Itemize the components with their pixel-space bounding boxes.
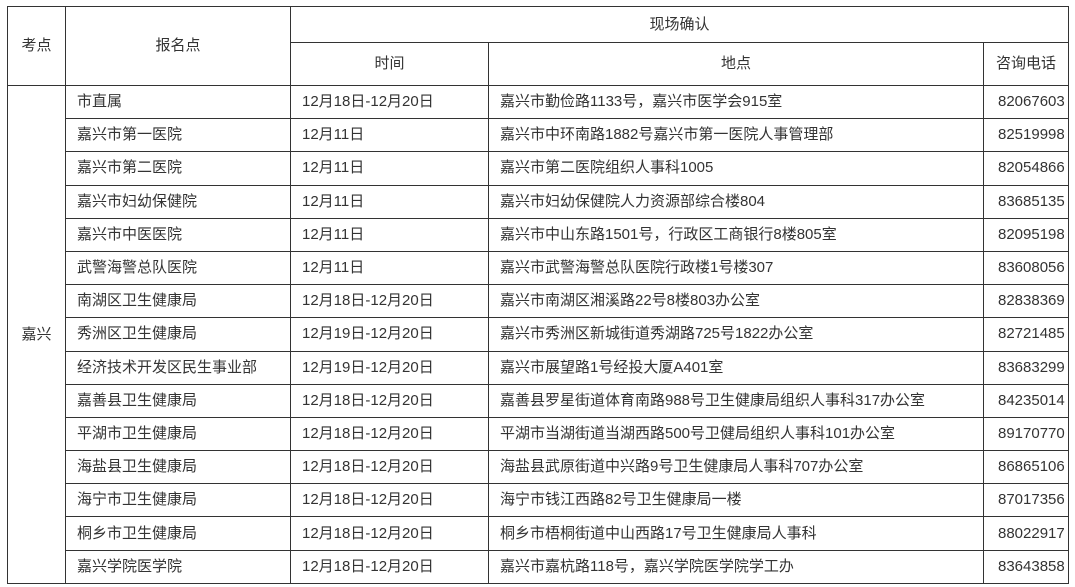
time-cell: 12月18日-12月20日 [290, 516, 489, 551]
reg-point-cell: 海宁市卫生健康局 [65, 483, 291, 518]
table-header: 考点 报名点 现场确认 时间 地点 咨询电话 [7, 6, 1070, 86]
time-cell: 12月18日-12月20日 [290, 483, 489, 518]
time-cell: 12月19日-12月20日 [290, 317, 489, 352]
header-time: 时间 [290, 42, 489, 86]
phone-cell: 83683299 [982, 350, 1070, 385]
phone-cell: 86865106 [982, 450, 1070, 485]
time-cell: 12月11日 [290, 217, 489, 252]
phone-cell: 83643858 [982, 549, 1070, 585]
phone-cell: 87017356 [982, 483, 1070, 518]
time-cell: 12月11日 [290, 151, 489, 186]
phone-cell: 82721485 [982, 317, 1070, 352]
phone-cell: 82067603 [982, 84, 1070, 120]
reg-point-cell: 嘉兴市第一医院 [65, 118, 291, 153]
reg-point-cell: 秀洲区卫生健康局 [65, 317, 291, 352]
reg-point-cell: 南湖区卫生健康局 [65, 284, 291, 319]
time-cell: 12月18日-12月20日 [290, 383, 489, 418]
reg-point-cell: 嘉兴市中医医院 [65, 217, 291, 252]
table-row: 嘉兴 市直属 12月18日-12月20日 嘉兴市勤俭路1133号，嘉兴市医学会915室… [7, 84, 1070, 584]
header-phone: 咨询电话 [982, 42, 1070, 86]
reg-point-cell: 平湖市卫生健康局 [65, 416, 291, 452]
location-cell: 嘉善县罗星街道体育南路988号卫生健康局组织人事科317办公室 [488, 383, 984, 418]
reg-point-cell: 经济技术开发区民生事业部 [65, 350, 291, 385]
table-row: 嘉兴学院医学院 12月18日-12月20日 嘉兴市嘉杭路118号，嘉兴学院医学院学工… [8, 549, 1070, 585]
reg-point-cell: 嘉兴学院医学院 [65, 549, 291, 585]
table-row: 嘉兴市中医医院 12月11日 嘉兴市中山东路1501号，行政区工商银行8楼805室 8… [8, 217, 1070, 252]
table-row: 桐乡市卫生健康局 12月18日-12月20日 桐乡市梧桐街道中山西路17号卫生健康局… [8, 516, 1070, 551]
time-cell: 12月18日-12月20日 [290, 450, 489, 485]
table-row: 海盐县卫生健康局 12月18日-12月20日 海盐县武原街道中兴路9号卫生健康局人事… [8, 450, 1070, 485]
table-row: 南湖区卫生健康局 12月18日-12月20日 嘉兴市南湖区湘溪路22号8楼803办公… [8, 284, 1070, 319]
location-cell: 嘉兴市勤俭路1133号，嘉兴市医学会915室 [488, 84, 984, 120]
phone-cell: 83608056 [982, 250, 1070, 286]
phone-cell: 83685135 [982, 184, 1070, 219]
table-row: 武警海警总队医院 12月11日 嘉兴市武警海警总队医院行政楼1号楼307 836080… [8, 250, 1070, 286]
location-cell: 嘉兴市中环南路1882号嘉兴市第一医院人事管理部 [488, 118, 984, 153]
location-cell: 嘉兴市妇幼保健院人力资源部综合楼804 [488, 184, 984, 219]
location-cell: 海宁市钱江西路82号卫生健康局一楼 [488, 483, 984, 518]
header-exam-site: 考点 [7, 6, 66, 86]
time-cell: 12月18日-12月20日 [290, 284, 489, 319]
table-row: 嘉善县卫生健康局 12月18日-12月20日 嘉善县罗星街道体育南路988号卫生健康… [8, 383, 1070, 418]
phone-cell: 89170770 [982, 416, 1070, 452]
location-cell: 嘉兴市武警海警总队医院行政楼1号楼307 [488, 250, 984, 286]
location-cell: 平湖市当湖街道当湖西路500号卫健局组织人事科101办公室 [488, 416, 984, 452]
header-location: 地点 [488, 42, 984, 86]
header-onsite-confirm: 现场确认 [289, 6, 1070, 43]
location-cell: 桐乡市梧桐街道中山西路17号卫生健康局人事科 [488, 516, 984, 551]
time-cell: 12月18日-12月20日 [290, 416, 489, 452]
time-cell: 12月19日-12月20日 [290, 350, 489, 385]
phone-cell: 82095198 [982, 217, 1070, 252]
location-cell: 嘉兴市中山东路1501号，行政区工商银行8楼805室 [488, 217, 984, 252]
time-cell: 12月18日-12月20日 [290, 549, 489, 585]
header-reg-point: 报名点 [65, 6, 291, 86]
table-row: 嘉兴市第二医院 12月11日 嘉兴市第二医院组织人事科1005 82054866 [8, 151, 1070, 186]
table-row: 嘉兴市第一医院 12月11日 嘉兴市中环南路1882号嘉兴市第一医院人事管理部 825… [8, 118, 1070, 153]
reg-point-cell: 海盐县卫生健康局 [65, 450, 291, 485]
phone-cell: 84235014 [982, 383, 1070, 418]
reg-point-cell: 市直属 [65, 84, 291, 120]
table-row: 秀洲区卫生健康局 12月19日-12月20日 嘉兴市秀洲区新城街道秀湖路725号18… [8, 317, 1070, 352]
location-cell: 嘉兴市秀洲区新城街道秀湖路725号1822办公室 [488, 317, 984, 352]
confirmation-table: 考点 报名点 现场确认 时间 地点 咨询电话 嘉兴 市直属 12月18日-12月20… [7, 6, 1070, 585]
reg-point-cell: 武警海警总队医院 [65, 250, 291, 286]
location-cell: 嘉兴市嘉杭路118号，嘉兴学院医学院学工办 [488, 549, 984, 585]
phone-cell: 82838369 [982, 284, 1070, 319]
table-row: 海宁市卫生健康局 12月18日-12月20日 海宁市钱江西路82号卫生健康局一楼 87… [8, 483, 1070, 518]
phone-cell: 82054866 [982, 151, 1070, 186]
exam-site-cell: 嘉兴 [7, 85, 66, 584]
reg-point-cell: 嘉兴市第二医院 [65, 151, 291, 186]
location-cell: 嘉兴市第二医院组织人事科1005 [488, 151, 984, 186]
location-cell: 嘉兴市南湖区湘溪路22号8楼803办公室 [488, 284, 984, 319]
phone-cell: 88022917 [982, 516, 1070, 551]
location-cell: 海盐县武原街道中兴路9号卫生健康局人事科707办公室 [488, 450, 984, 485]
reg-point-cell: 桐乡市卫生健康局 [65, 516, 291, 551]
time-cell: 12月11日 [290, 184, 489, 219]
location-cell: 嘉兴市展望路1号经投大厦A401室 [488, 350, 984, 385]
time-cell: 12月11日 [290, 118, 489, 153]
table-row: 经济技术开发区民生事业部 12月19日-12月20日 嘉兴市展望路1号经投大厦A40… [8, 350, 1070, 385]
table-row: 平湖市卫生健康局 12月18日-12月20日 平湖市当湖街道当湖西路500号卫健局组… [8, 416, 1070, 452]
time-cell: 12月18日-12月20日 [290, 84, 489, 120]
phone-cell: 82519998 [982, 118, 1070, 153]
table-body: 嘉兴 市直属 12月18日-12月20日 嘉兴市勤俭路1133号，嘉兴市医学会915室… [7, 84, 1070, 585]
reg-point-cell: 嘉兴市妇幼保健院 [65, 184, 291, 219]
reg-point-cell: 嘉善县卫生健康局 [65, 383, 291, 418]
table-row: 嘉兴市妇幼保健院 12月11日 嘉兴市妇幼保健院人力资源部综合楼804 8368513… [8, 184, 1070, 219]
time-cell: 12月11日 [290, 250, 489, 286]
